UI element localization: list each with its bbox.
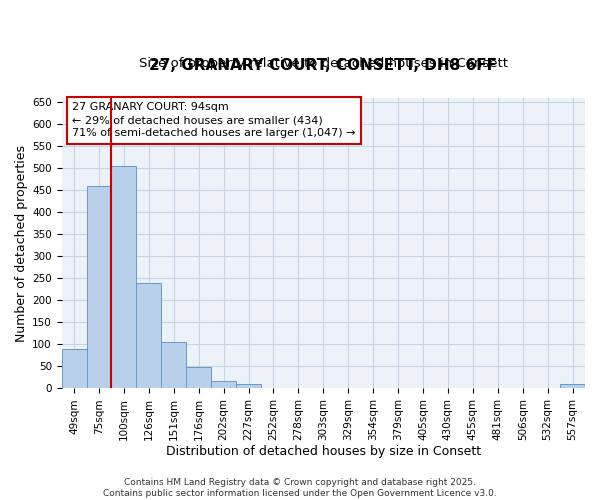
Text: 27 GRANARY COURT: 94sqm
← 29% of detached houses are smaller (434)
71% of semi-d: 27 GRANARY COURT: 94sqm ← 29% of detache… xyxy=(72,102,356,139)
Bar xyxy=(211,380,236,388)
Title: Size of property relative to detached houses in Consett: Size of property relative to detached ho… xyxy=(139,57,508,70)
Bar xyxy=(62,349,86,389)
Bar xyxy=(86,186,112,388)
Text: 27, GRANARY COURT, CONSETT, DH8 6FF: 27, GRANARY COURT, CONSETT, DH8 6FF xyxy=(149,58,497,73)
Bar xyxy=(161,342,186,388)
Y-axis label: Number of detached properties: Number of detached properties xyxy=(15,144,28,342)
Bar xyxy=(186,368,211,388)
Bar xyxy=(560,384,585,388)
Bar xyxy=(136,283,161,389)
X-axis label: Distribution of detached houses by size in Consett: Distribution of detached houses by size … xyxy=(166,444,481,458)
Text: Contains HM Land Registry data © Crown copyright and database right 2025.
Contai: Contains HM Land Registry data © Crown c… xyxy=(103,478,497,498)
Bar xyxy=(112,166,136,388)
Bar xyxy=(236,384,261,388)
